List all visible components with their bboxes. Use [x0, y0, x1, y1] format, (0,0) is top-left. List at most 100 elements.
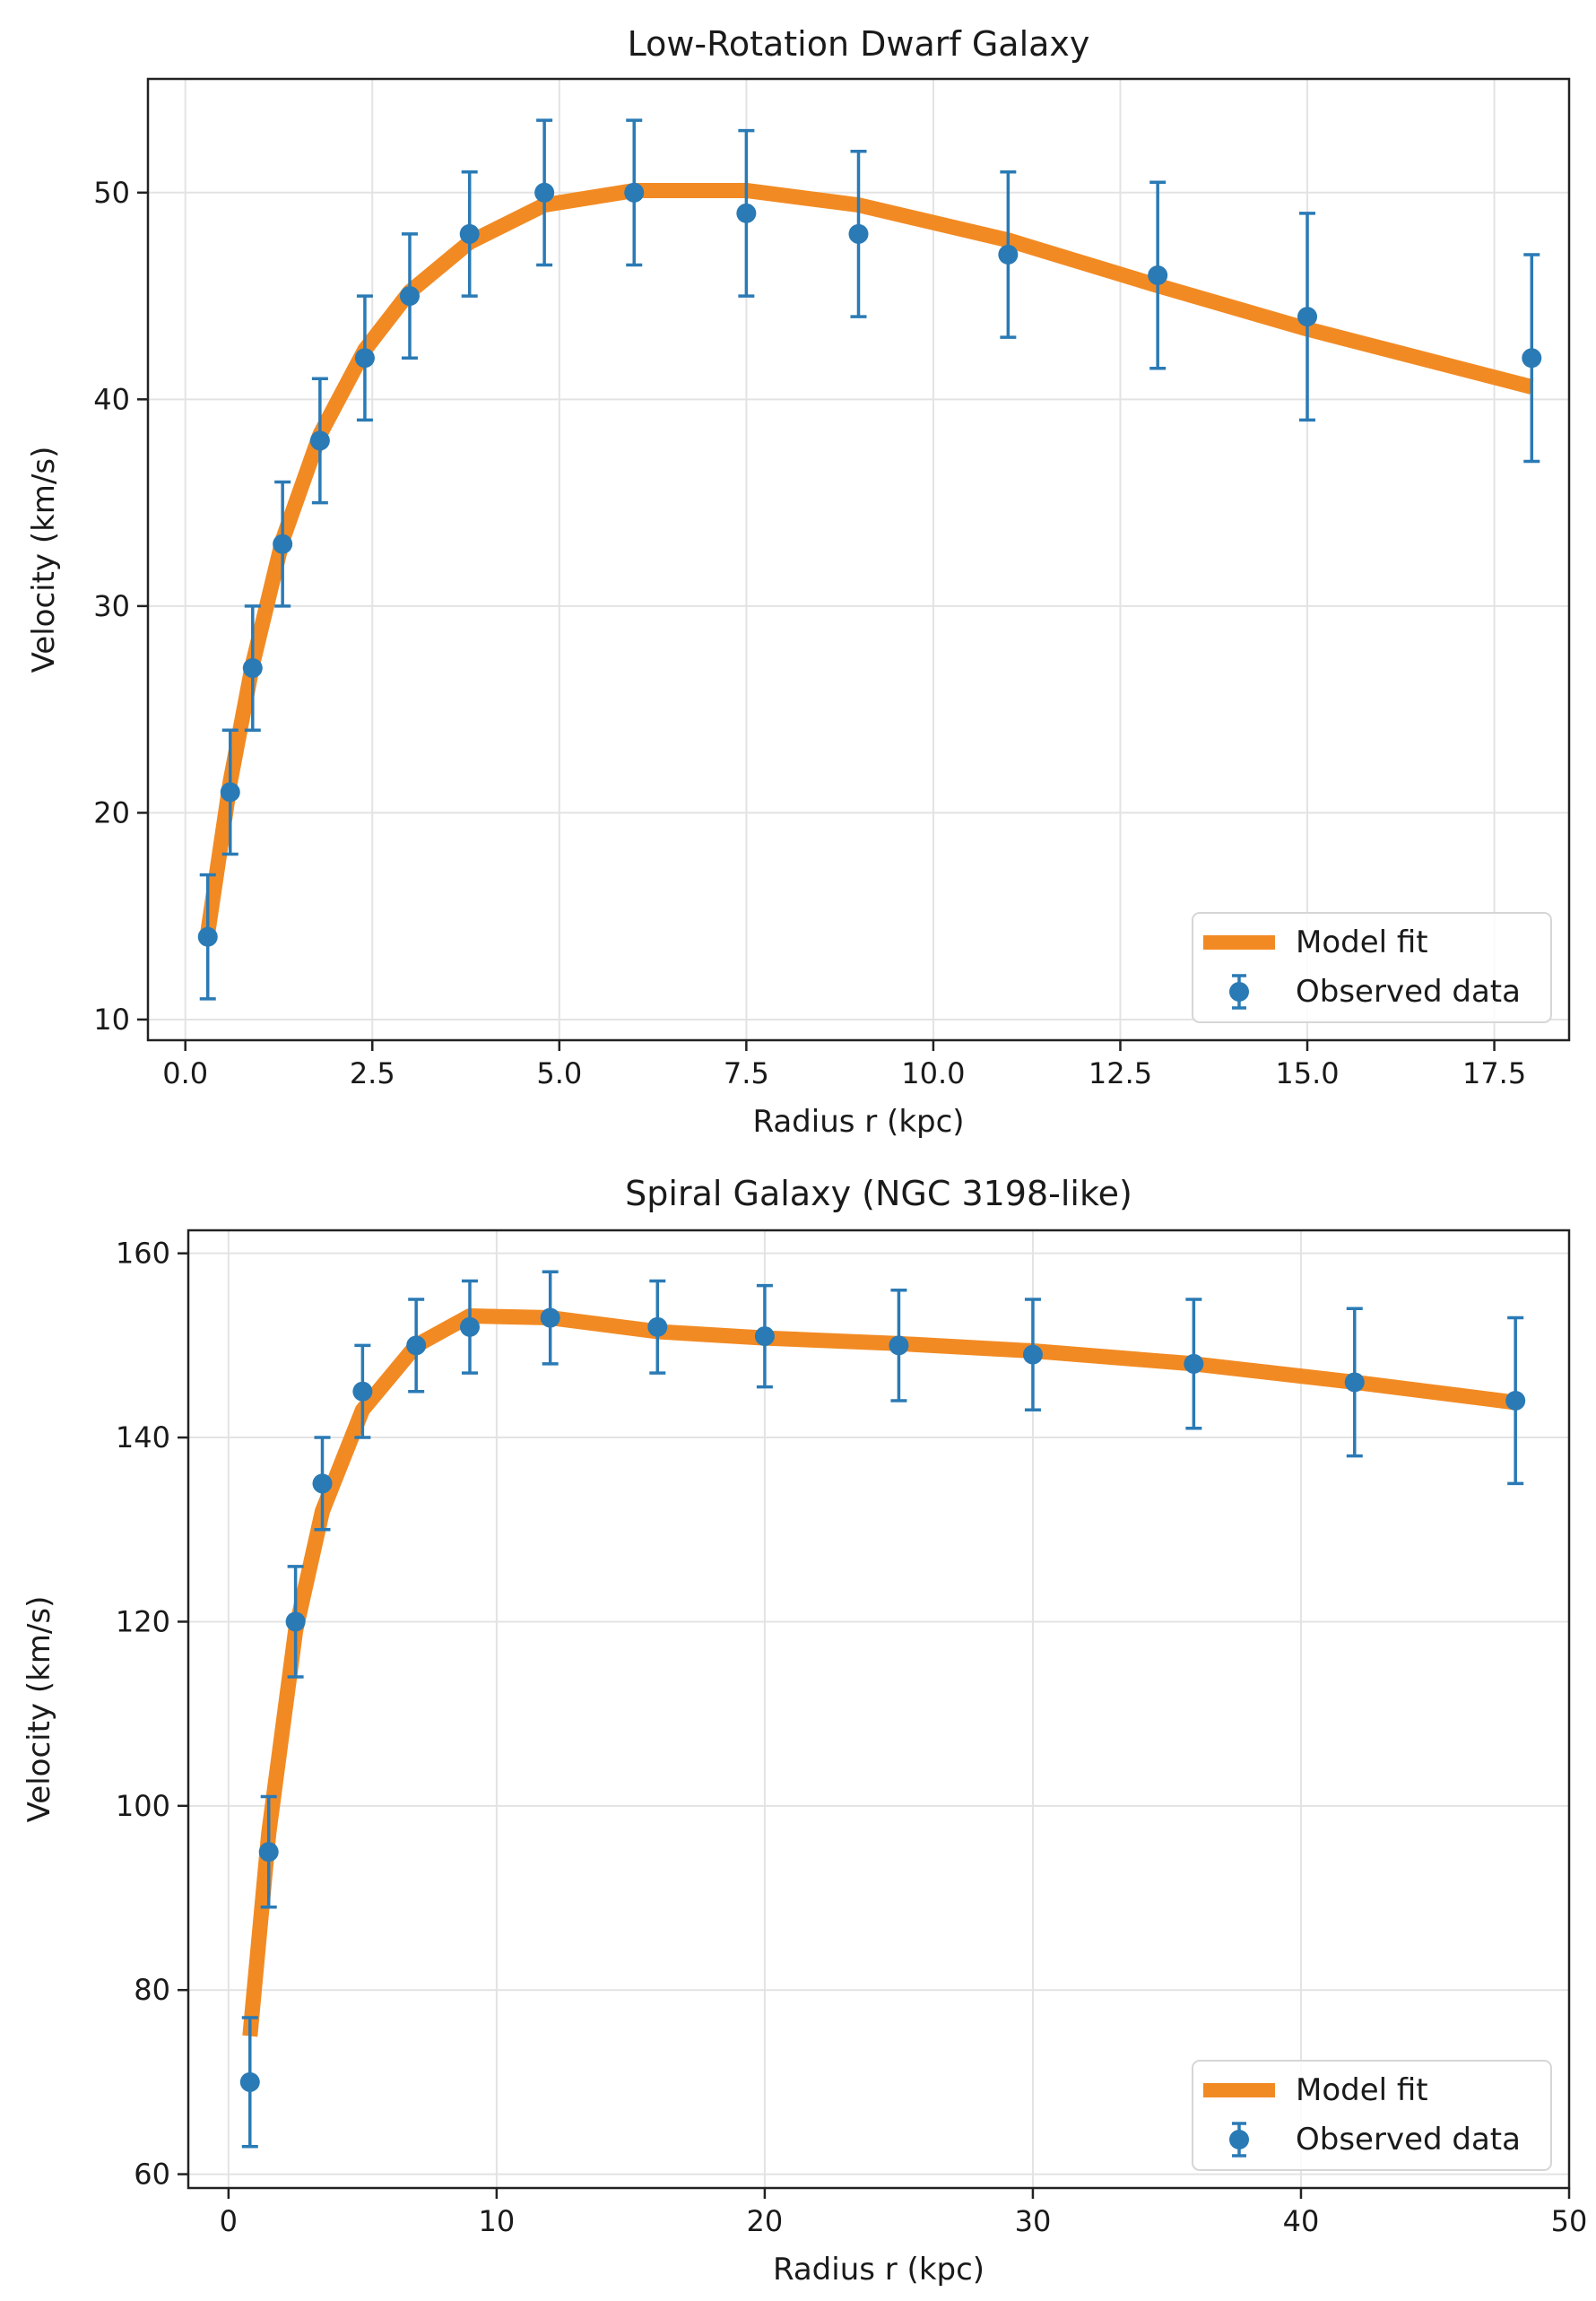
observed-point [1148, 180, 1168, 370]
x-tick-label: 10 [479, 2204, 516, 2238]
x-tick-label: 17.5 [1462, 1056, 1526, 1090]
data-point-marker [736, 203, 757, 223]
legend-box [1192, 912, 1552, 1023]
data-point-marker [848, 223, 869, 244]
x-axis-label: Radius r (kpc) [773, 2252, 984, 2288]
chart-title: Low-Rotation Dwarf Galaxy [628, 24, 1090, 64]
y-axis-label: Velocity (km/s) [22, 1596, 57, 1823]
y-tick-label: 50 [93, 176, 130, 210]
data-point-marker [889, 1335, 909, 1356]
y-tick-label: 80 [134, 1973, 170, 2007]
data-point-marker [998, 244, 1019, 265]
observed-point [1344, 1307, 1365, 1458]
y-tick-label: 30 [93, 589, 130, 623]
x-axis-label: Radius r (kpc) [752, 1104, 964, 1140]
observed-point [285, 1565, 306, 1679]
legend: Model fit Observed data [1192, 912, 1552, 1023]
y-tick-label: 40 [93, 382, 130, 416]
data-point-marker [285, 1611, 306, 1632]
observed-point [998, 169, 1019, 339]
observed-point [459, 1279, 480, 1375]
legend-label: Observed data [1296, 2122, 1521, 2158]
observed-point [647, 1279, 668, 1375]
observed-point [1297, 212, 1318, 422]
data-point-marker [352, 1381, 373, 1402]
plot-frame [186, 1229, 1571, 2190]
data-point-marker [754, 1326, 775, 1347]
model-fit-line [242, 1308, 1517, 2037]
data-point-marker [459, 223, 480, 244]
x-tick-label: 0.0 [162, 1056, 208, 1090]
data-point-marker [258, 1842, 279, 1863]
data-point-marker [1148, 265, 1168, 286]
observed-point [309, 377, 330, 505]
observed-point [312, 1436, 333, 1532]
legend-swatch-observed [1229, 2130, 1249, 2149]
y-tick-label: 100 [116, 1789, 170, 1823]
data-point-marker [1022, 1344, 1043, 1365]
legend-box [1192, 2060, 1552, 2171]
y-tick-label: 10 [93, 1003, 130, 1037]
observed-point [459, 169, 480, 298]
observed-point [406, 1298, 427, 1394]
data-point-marker [406, 1335, 427, 1356]
observed-point [736, 128, 757, 298]
legend-label: Model fit [1296, 925, 1428, 960]
legend-label: Observed data [1296, 974, 1521, 1010]
data-point-marker [459, 1316, 480, 1337]
data-point-marker [1505, 1390, 1526, 1411]
data-point-marker [273, 534, 293, 554]
observed-point [258, 1794, 279, 1909]
y-tick-label: 140 [116, 1420, 170, 1454]
chart-title: Spiral Galaxy (NGC 3198-like) [625, 1174, 1132, 1213]
x-tick-label: 12.5 [1089, 1056, 1152, 1090]
observed-point [624, 118, 645, 267]
observed-point [848, 149, 869, 318]
data-point-marker [1522, 348, 1542, 369]
x-tick-label: 5.0 [536, 1056, 582, 1090]
y-tick-label: 20 [93, 795, 130, 829]
observed-point [220, 728, 240, 856]
data-point-marker [242, 658, 263, 679]
x-tick-label: 40 [1283, 2204, 1320, 2238]
observed-point [1505, 1315, 1526, 1486]
y-axis-label: Velocity (km/s) [26, 447, 62, 673]
legend: Model fit Observed data [1192, 2060, 1552, 2171]
x-tick-label: 10.0 [901, 1056, 965, 1090]
legend-label: Model fit [1296, 2072, 1428, 2108]
data-point-marker [1344, 1372, 1365, 1393]
observed-point [889, 1289, 909, 1402]
observed-point [540, 1270, 560, 1366]
data-point-marker [197, 926, 218, 947]
observed-point [1022, 1298, 1043, 1411]
observed-point [534, 118, 555, 267]
legend-swatch-observed [1229, 982, 1249, 1002]
data-point-marker [239, 2071, 260, 2092]
x-tick-label: 30 [1015, 2204, 1052, 2238]
data-point-marker [1297, 307, 1318, 327]
observed-point [273, 480, 293, 608]
model-fit-line [200, 182, 1534, 934]
observed-point [197, 873, 218, 1001]
data-point-marker [220, 782, 240, 803]
x-tick-label: 2.5 [350, 1056, 395, 1090]
y-tick-label: 60 [134, 2158, 170, 2192]
observed-point [242, 604, 263, 732]
observed-point [352, 1343, 373, 1439]
observed-point [239, 2016, 260, 2149]
y-tick-label: 160 [116, 1237, 170, 1271]
data-point-marker [647, 1316, 668, 1337]
data-point-marker [540, 1307, 560, 1328]
plot-frame [146, 77, 1571, 1042]
x-tick-label: 20 [747, 2204, 784, 2238]
observed-point [754, 1283, 775, 1389]
observed-point [1184, 1298, 1204, 1430]
data-point-marker [312, 1473, 333, 1494]
x-tick-label: 0 [220, 2204, 238, 2238]
data-point-marker [534, 182, 555, 203]
data-point-marker [354, 348, 375, 369]
x-tick-label: 50 [1551, 2204, 1588, 2238]
y-tick-label: 120 [116, 1604, 170, 1638]
x-tick-label: 15.0 [1275, 1056, 1339, 1090]
